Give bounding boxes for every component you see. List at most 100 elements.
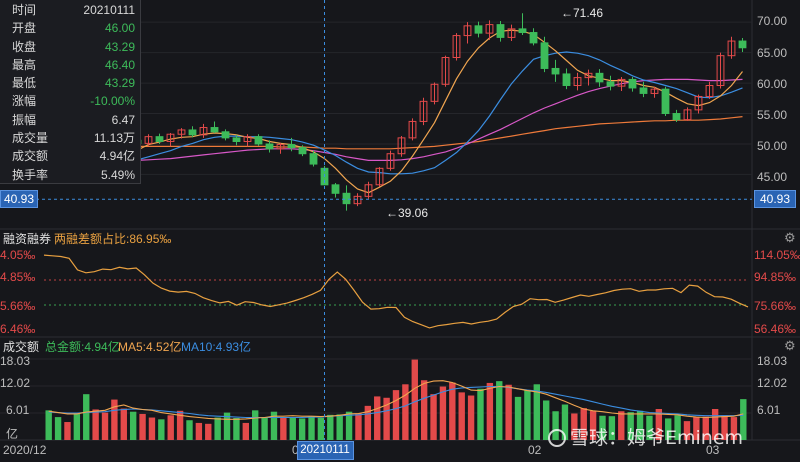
candle (738, 38, 747, 53)
turnover-bar (374, 396, 381, 440)
margin-right-tick-2: 75.66‰ (754, 299, 797, 313)
turnover-bar (496, 381, 503, 440)
info-value: 20210111 (83, 3, 135, 17)
turnover-left-tick-2: 6.01 (6, 403, 30, 417)
high-price-marker: ←71.46 (561, 6, 604, 20)
info-label: 换手率 (12, 167, 49, 182)
turnover-bar (242, 422, 250, 440)
turnover-bar (486, 382, 494, 440)
candle (595, 69, 604, 87)
turnover-bar (524, 390, 531, 440)
turnover-bar (477, 388, 484, 440)
turnover-bar (730, 417, 738, 440)
candle-body (474, 25, 483, 34)
candle-body (155, 136, 164, 143)
turnover-bar (158, 419, 165, 440)
turnover-bar (83, 394, 90, 440)
candle (452, 33, 461, 61)
candle (364, 181, 373, 199)
candle-body (298, 147, 307, 155)
turnover-bar (618, 411, 625, 440)
turnover-bar (252, 410, 259, 440)
turnover-bar (336, 414, 343, 440)
turnover-bar (665, 418, 672, 440)
turnover-bar (430, 394, 437, 440)
candle (155, 133, 164, 144)
info-value: 5.49% (100, 167, 135, 182)
turnover-bar (449, 382, 456, 440)
ohlc-info-panel: 时间 20210111 开盘 46.00 收盘 43.29 最高 46.40 最低 43.29 涨幅… (0, 0, 141, 184)
turnover-bar (148, 417, 156, 440)
turnover-bar (364, 405, 372, 440)
info-value: 46.00 (104, 21, 135, 36)
candle (617, 76, 626, 91)
margin-right-tick-1: 94.85‰ (754, 270, 797, 284)
turnover-ma10-line (48, 385, 744, 419)
candle (243, 134, 252, 147)
turnover-bar (693, 417, 700, 440)
candle (584, 69, 593, 86)
ma20-line (49, 78, 743, 162)
candle (694, 94, 703, 114)
info-row: 最低 43.29 (0, 74, 140, 92)
turnover-panel-header: 成交额 总金额:4.94亿 MA5:4.52亿 MA10:4.93亿 ⚙ (0, 337, 800, 354)
turnover-bar (599, 415, 606, 440)
candle (716, 52, 725, 89)
candle-body (518, 28, 527, 34)
turnover-bar (683, 421, 691, 440)
candle (276, 142, 285, 154)
turnover-legend-total: 总金额:4.94亿 (45, 340, 120, 354)
turnover-bar (636, 410, 644, 440)
turnover-settings-icon[interactable]: ⚙ (784, 338, 796, 353)
candle (485, 20, 494, 40)
info-label: 振幅 (12, 112, 37, 127)
candle-body (243, 136, 252, 143)
candle-body (210, 127, 219, 133)
candle-body (265, 143, 274, 150)
margin-settings-icon[interactable]: ⚙ (784, 230, 796, 245)
crosshair-price-left: 40.93 (0, 190, 38, 209)
candle-body (705, 85, 714, 97)
turnover-bar (205, 423, 212, 440)
candle-body (628, 78, 637, 89)
turnover-bar (505, 384, 512, 440)
info-row: 最高 46.40 (0, 56, 140, 74)
candle (529, 28, 538, 46)
turnover-legend-ma5: MA5:4.52亿 (118, 340, 182, 354)
margin-panel-header: 融资融券 两融差额占比:86.95‰ ⚙ (0, 229, 800, 246)
candle (221, 129, 230, 141)
candle-body (573, 77, 582, 87)
turnover-bar (54, 417, 62, 440)
candle (331, 182, 340, 198)
info-label: 时间 (12, 3, 37, 17)
candle (188, 126, 197, 138)
turnover-bar (176, 410, 184, 440)
candle (683, 107, 692, 121)
x-label-03: 03 (706, 443, 720, 457)
info-row: 收盘 43.29 (0, 38, 140, 56)
candle (210, 121, 219, 134)
turnover-bar (402, 384, 409, 440)
candle (573, 72, 582, 91)
turnover-bar (420, 380, 428, 440)
candle (309, 150, 318, 167)
turnover-bar (345, 411, 353, 440)
turnover-bar (289, 417, 296, 440)
turnover-panel-title: 成交额 (3, 340, 40, 354)
turnover-bar (533, 384, 540, 440)
price-tick-50: 50.00 (757, 139, 788, 153)
ma5-line (49, 29, 743, 194)
candle (628, 76, 637, 92)
candle-body (430, 83, 439, 102)
candle-body (276, 144, 285, 150)
candle-body (529, 32, 538, 44)
watermark: 雪球：姆爷Eminem (548, 423, 743, 450)
x-label-2020-12: 2020/12 (3, 443, 47, 457)
info-label: 涨幅 (12, 94, 37, 109)
info-label: 开盘 (12, 21, 37, 36)
turnover-right-tick-0: 18.03 (757, 354, 788, 368)
candle-body (595, 72, 604, 83)
candle-body (353, 195, 362, 205)
candle (386, 150, 395, 171)
turnover-legend-ma10: MA10:4.93亿 (181, 340, 252, 354)
